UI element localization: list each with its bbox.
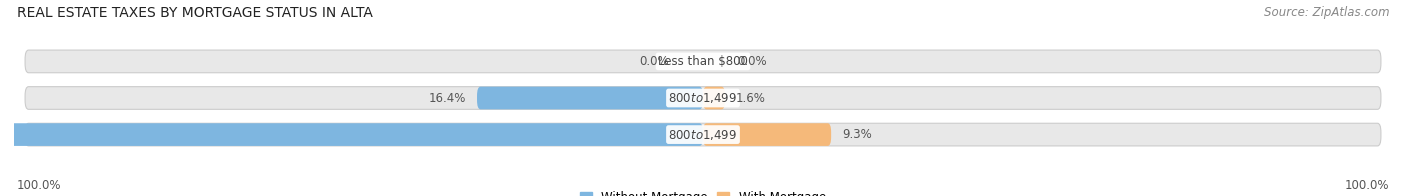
Text: Source: ZipAtlas.com: Source: ZipAtlas.com: [1264, 6, 1389, 19]
Text: 1.6%: 1.6%: [737, 92, 766, 104]
FancyBboxPatch shape: [25, 123, 1381, 146]
FancyBboxPatch shape: [703, 87, 725, 109]
FancyBboxPatch shape: [25, 87, 1381, 109]
Text: 0.0%: 0.0%: [738, 55, 768, 68]
Text: REAL ESTATE TAXES BY MORTGAGE STATUS IN ALTA: REAL ESTATE TAXES BY MORTGAGE STATUS IN …: [17, 6, 373, 20]
FancyBboxPatch shape: [477, 87, 703, 109]
FancyBboxPatch shape: [25, 50, 1381, 73]
FancyBboxPatch shape: [703, 123, 831, 146]
Legend: Without Mortgage, With Mortgage: Without Mortgage, With Mortgage: [581, 191, 825, 196]
FancyBboxPatch shape: [0, 123, 703, 146]
Text: 16.4%: 16.4%: [429, 92, 465, 104]
Text: 100.0%: 100.0%: [1344, 179, 1389, 192]
Text: 0.0%: 0.0%: [638, 55, 669, 68]
Text: $800 to $1,499: $800 to $1,499: [668, 128, 738, 142]
Text: 100.0%: 100.0%: [17, 179, 62, 192]
Text: Less than $800: Less than $800: [658, 55, 748, 68]
Text: 9.3%: 9.3%: [842, 128, 872, 141]
Text: $800 to $1,499: $800 to $1,499: [668, 91, 738, 105]
